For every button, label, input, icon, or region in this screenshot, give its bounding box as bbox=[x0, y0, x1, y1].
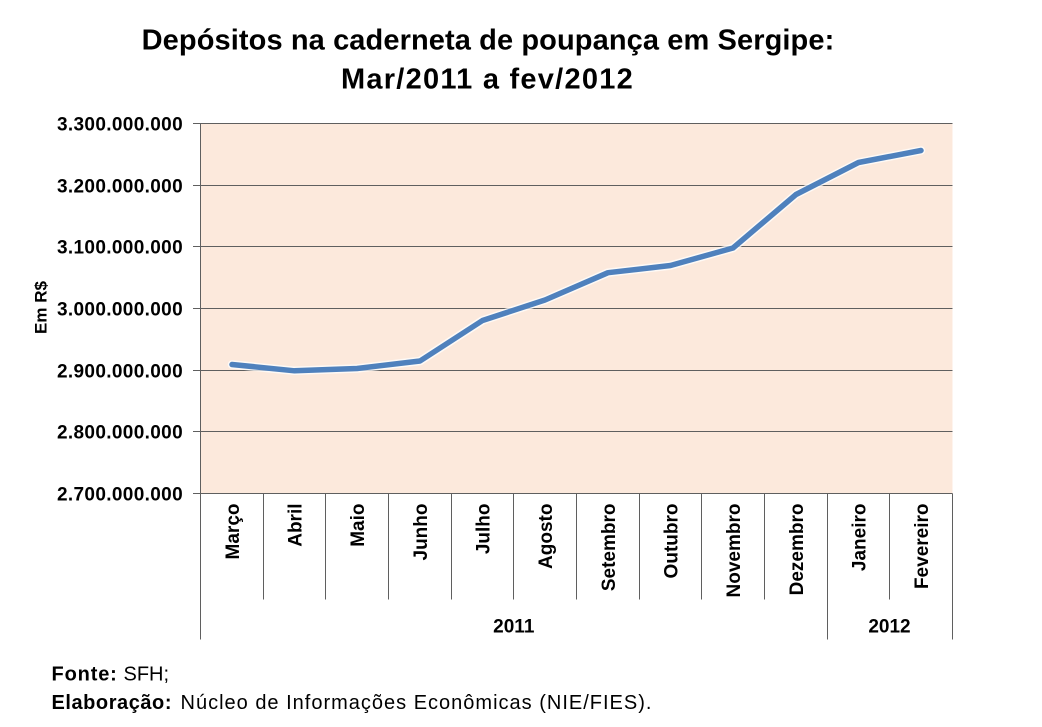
svg-text:Junho: Junho bbox=[411, 504, 432, 561]
svg-text:Novembro: Novembro bbox=[724, 504, 745, 598]
svg-text:3.300.000.000: 3.300.000.000 bbox=[57, 114, 183, 135]
svg-text:Em R$: Em R$ bbox=[32, 281, 51, 334]
svg-text:SFH;: SFH; bbox=[124, 663, 170, 685]
svg-text:2011: 2011 bbox=[493, 617, 535, 638]
svg-text:3.000.000.000: 3.000.000.000 bbox=[57, 299, 183, 320]
svg-text:Maio: Maio bbox=[348, 504, 369, 547]
svg-text:Setembro: Setembro bbox=[599, 504, 620, 592]
svg-text:2012: 2012 bbox=[868, 617, 910, 638]
svg-text:2.800.000.000: 2.800.000.000 bbox=[57, 422, 183, 443]
svg-text:3.100.000.000: 3.100.000.000 bbox=[57, 237, 183, 258]
svg-text:2.700.000.000: 2.700.000.000 bbox=[57, 484, 183, 505]
svg-text:Março: Março bbox=[223, 504, 244, 560]
svg-text:3.200.000.000: 3.200.000.000 bbox=[57, 176, 183, 197]
svg-text:Fonte:: Fonte: bbox=[52, 663, 118, 685]
svg-text:Depósitos na caderneta de poup: Depósitos na caderneta de poupança em Se… bbox=[142, 25, 835, 57]
svg-text:Agosto: Agosto bbox=[536, 504, 557, 569]
svg-text:Julho: Julho bbox=[474, 504, 495, 555]
svg-text:Núcleo de Informações Econômic: Núcleo de Informações Econômicas (NIE/FI… bbox=[181, 692, 653, 714]
svg-text:Mar/2011 a fev/2012: Mar/2011 a fev/2012 bbox=[341, 63, 634, 95]
svg-text:2.900.000.000: 2.900.000.000 bbox=[57, 361, 183, 382]
svg-text:Janeiro: Janeiro bbox=[850, 504, 871, 572]
svg-text:Elaboração:: Elaboração: bbox=[52, 692, 173, 714]
svg-text:Abril: Abril bbox=[286, 504, 307, 547]
svg-text:Dezembro: Dezembro bbox=[787, 504, 808, 596]
svg-text:Fevereiro: Fevereiro bbox=[912, 504, 933, 590]
svg-text:Outubro: Outubro bbox=[662, 504, 683, 579]
